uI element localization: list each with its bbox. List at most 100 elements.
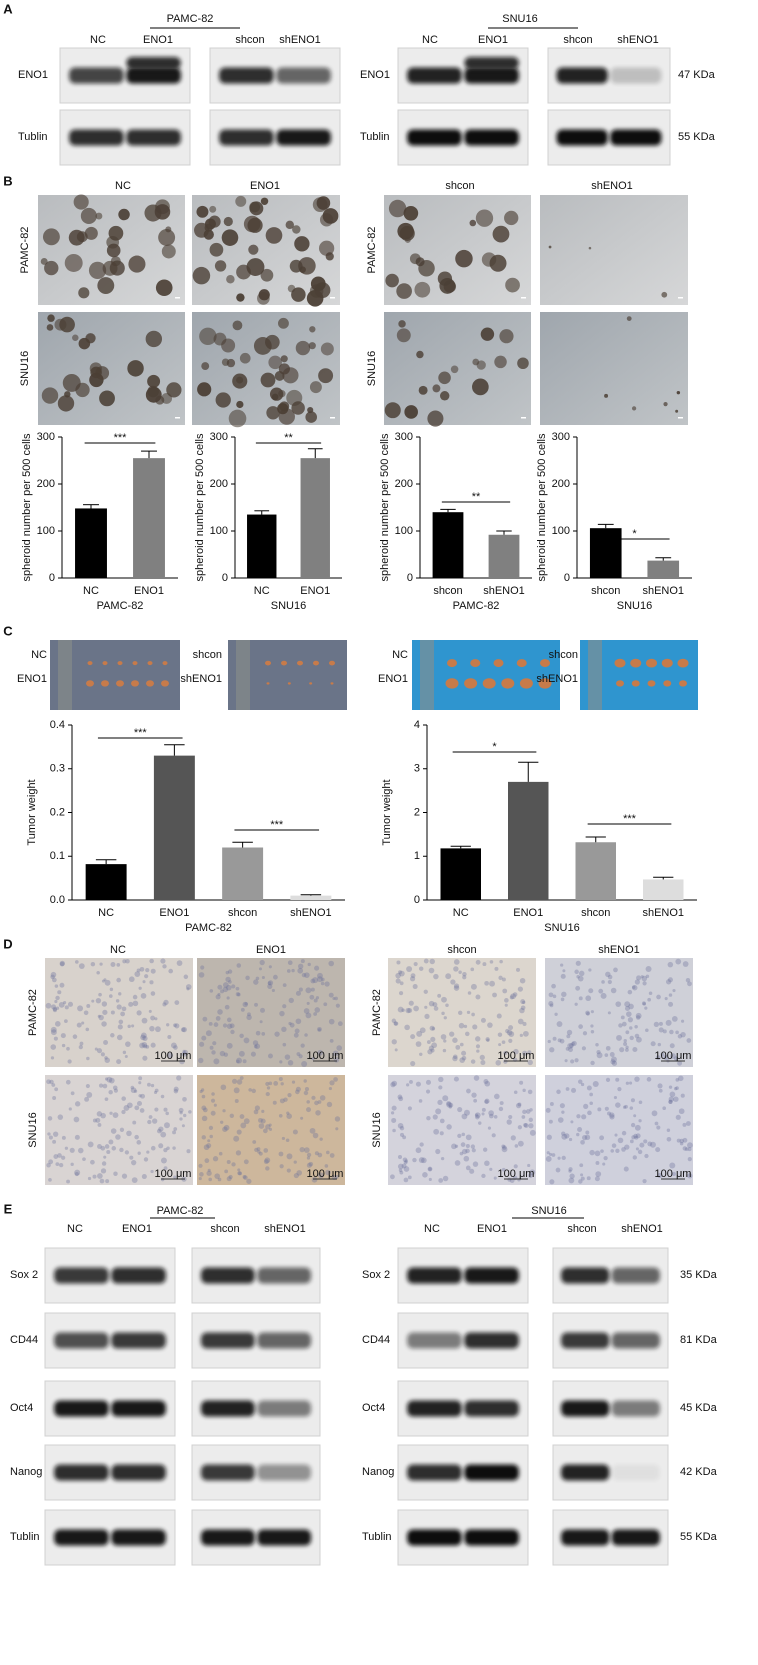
spheroid (201, 362, 210, 371)
x-tick-label: NC (453, 907, 469, 919)
nucleus (122, 959, 127, 964)
spheroid (260, 372, 276, 388)
spheroid (414, 281, 431, 298)
spheroid (396, 283, 412, 299)
nucleus (662, 1106, 666, 1111)
nucleus (442, 1095, 449, 1102)
nucleus (334, 996, 338, 1001)
nucleus (211, 1050, 216, 1055)
nucleus (462, 975, 467, 980)
nucleus (124, 1055, 128, 1059)
nucleus (391, 1105, 397, 1111)
nucleus (180, 1027, 186, 1033)
spheroid (203, 229, 214, 240)
nucleus (461, 1055, 467, 1061)
nucleus (611, 1143, 617, 1148)
nucleus (81, 1021, 85, 1025)
nucleus (635, 1015, 641, 1020)
nucleus (554, 1012, 558, 1016)
nucleus (139, 1042, 145, 1049)
tumor (281, 660, 287, 666)
nucleus (643, 1139, 648, 1144)
nucleus (149, 1025, 155, 1032)
column-label: shENO1 (591, 180, 633, 192)
spheroid (308, 342, 316, 350)
nucleus (583, 1103, 589, 1109)
nucleus (466, 1088, 471, 1094)
nucleus (412, 1157, 417, 1163)
band (464, 1332, 519, 1349)
nucleus (668, 993, 673, 997)
spheroid (548, 245, 552, 249)
nucleus (640, 975, 644, 979)
nucleus (334, 1174, 339, 1179)
nucleus (178, 1107, 184, 1113)
nucleus (470, 967, 475, 972)
nucleus (513, 1164, 518, 1169)
nucleus (454, 1160, 461, 1166)
nucleus (560, 963, 564, 967)
nucleus (415, 1081, 421, 1087)
nucleus (50, 1026, 57, 1033)
scale-label: 100 μm (498, 1168, 535, 1180)
nucleus (649, 1141, 656, 1148)
nucleus (220, 1120, 224, 1124)
band (219, 129, 274, 146)
spheroid (439, 277, 456, 294)
nucleus (65, 1079, 71, 1085)
nucleus (474, 1112, 481, 1119)
scale-label: 100 μm (155, 1050, 192, 1062)
nucleus (498, 1043, 502, 1047)
nucleus (130, 1087, 137, 1094)
row-label: SNU16 (19, 351, 31, 386)
nucleus (625, 1030, 630, 1035)
nucleus (115, 999, 120, 1003)
nucleus (313, 998, 318, 1003)
nucleus (239, 1076, 244, 1080)
nucleus (54, 1021, 61, 1027)
band (464, 1529, 519, 1546)
nucleus (438, 1085, 443, 1090)
nucleus (458, 1010, 463, 1015)
nucleus (602, 1162, 606, 1166)
nucleus (404, 1159, 408, 1163)
tumor (679, 680, 687, 687)
nucleus (617, 1137, 624, 1144)
nucleus (517, 1018, 524, 1025)
band (126, 57, 181, 69)
tumor (493, 659, 504, 668)
nucleus (295, 990, 302, 996)
spheroid (260, 197, 269, 206)
nucleus (425, 1089, 431, 1094)
nucleus (506, 1119, 512, 1125)
shape (545, 958, 693, 1067)
nucleus (109, 987, 114, 992)
nucleus (263, 1148, 269, 1153)
nucleus (578, 970, 585, 977)
x-tick-label: ENO1 (300, 585, 330, 597)
nucleus (578, 1079, 583, 1084)
nucleus (432, 1002, 438, 1008)
nucleus (303, 1079, 307, 1083)
nucleus (117, 1024, 123, 1030)
nucleus (401, 1008, 405, 1012)
nucleus (47, 1132, 51, 1136)
nucleus (108, 1090, 113, 1095)
spheroid (258, 289, 270, 301)
tumor (616, 680, 624, 687)
band (69, 67, 124, 84)
nucleus (291, 968, 295, 973)
nucleus (120, 1011, 126, 1017)
band (556, 67, 608, 84)
nucleus (173, 1127, 178, 1131)
nucleus (284, 1054, 291, 1060)
tumor (117, 661, 123, 666)
nucleus (478, 1121, 482, 1125)
y-tick-label: 0 (222, 572, 228, 584)
x-tick-label: shcon (581, 907, 610, 919)
spheroid (84, 226, 98, 240)
nucleus (470, 1059, 476, 1064)
band (610, 129, 662, 146)
nucleus (481, 1107, 486, 1112)
nucleus (407, 1175, 412, 1180)
